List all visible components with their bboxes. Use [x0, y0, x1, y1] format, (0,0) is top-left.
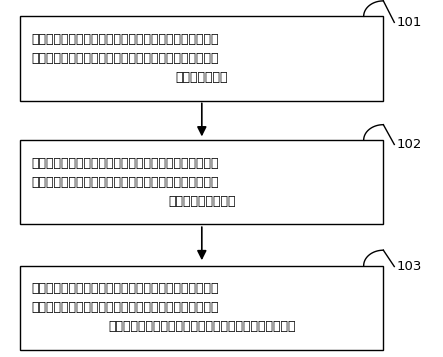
Text: 103: 103 [396, 260, 422, 273]
Text: 件创建反向依赖记录: 件创建反向依赖记录 [168, 195, 236, 208]
Text: 利用抽象语法树分析出业务系统中项目文件之间的正向依: 利用抽象语法树分析出业务系统中项目文件之间的正向依 [31, 33, 219, 46]
Bar [20, 140, 383, 225]
Text: 102: 102 [396, 138, 422, 151]
Bar [20, 266, 383, 350]
Text: 存储路径，为每一个属性中的存储路径对应的第二项目文: 存储路径，为每一个属性中的存储路径对应的第二项目文 [31, 176, 219, 189]
Text: 在对项目文件进行修改时，利用被修改项目文件的反向依: 在对项目文件进行修改时，利用被修改项目文件的反向依 [31, 282, 219, 295]
Text: 确定受影响的项目文件范围，并将其同步给测试处理流程: 确定受影响的项目文件范围，并将其同步给测试处理流程 [108, 320, 295, 333]
Text: 遍历全局路径对象集合中所有的正向依赖记录的属性中的: 遍历全局路径对象集合中所有的正向依赖记录的属性中的 [31, 157, 219, 170]
Text: 101: 101 [396, 16, 422, 29]
Text: 赖记录的属性逆向搜索项目文件，根据搜索到的项目文件: 赖记录的属性逆向搜索项目文件，根据搜索到的项目文件 [31, 301, 219, 314]
Text: 述正向依赖关系: 述正向依赖关系 [175, 71, 228, 84]
Bar [20, 16, 383, 101]
Text: 赖关系，并为每一个项目文件建立正向依赖记录以表示所: 赖关系，并为每一个项目文件建立正向依赖记录以表示所 [31, 52, 219, 65]
